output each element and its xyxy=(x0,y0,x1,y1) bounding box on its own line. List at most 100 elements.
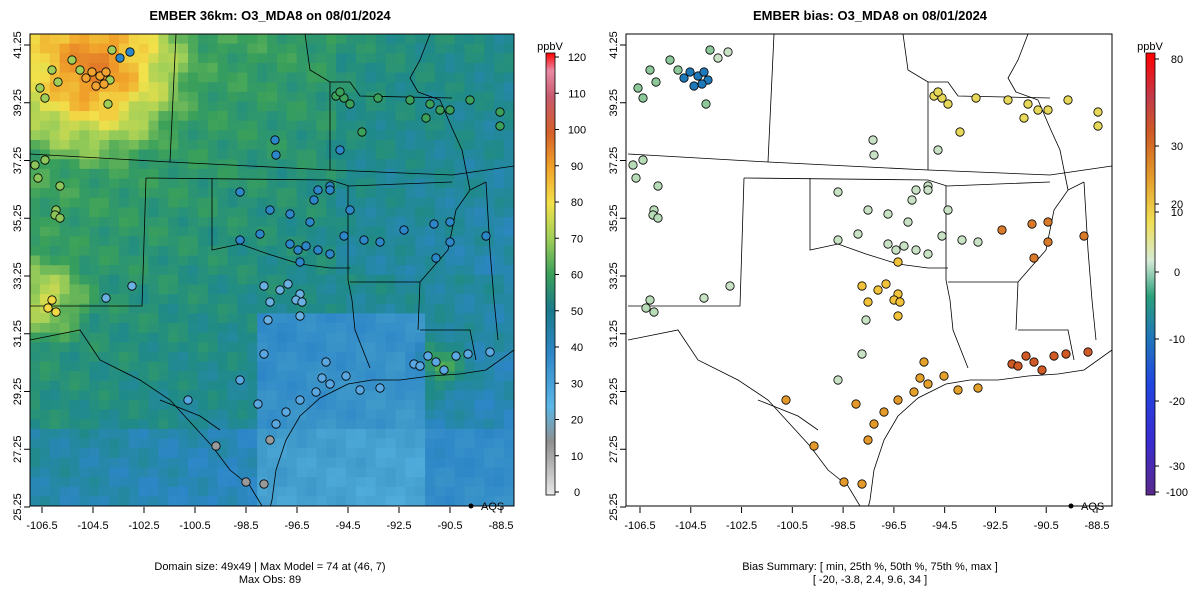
aqs-site-marker xyxy=(101,293,111,303)
y-tick-label: 27.25 xyxy=(608,435,620,463)
model-colorbar xyxy=(545,52,556,496)
aqs-site-marker xyxy=(701,99,711,109)
aqs-site-marker xyxy=(873,285,883,295)
aqs-site-marker xyxy=(415,361,425,371)
colorbar-tick-label: 30 xyxy=(1171,141,1183,153)
model-panel: EMBER 36km: O3_MDA8 on 08/01/2024 -106.5… xyxy=(12,8,586,586)
bias-panel: EMBER bias: O3_MDA8 on 08/01/2024 -106.5… xyxy=(608,8,1188,586)
aqs-site-marker xyxy=(723,47,733,57)
aqs-site-marker xyxy=(271,150,281,160)
aqs-site-marker xyxy=(923,185,933,195)
aqs-site-marker xyxy=(1029,253,1039,263)
aqs-site-marker xyxy=(857,281,867,291)
y-tick-label: 35.25 xyxy=(608,204,620,232)
aqs-site-marker xyxy=(1061,349,1071,359)
aqs-site-marker xyxy=(345,205,355,215)
aqs-site-marker xyxy=(1093,121,1103,131)
aqs-site-marker xyxy=(638,93,648,103)
colorbar-tick-label: -10 xyxy=(1169,334,1185,346)
colorbar-tick-label: 10 xyxy=(571,451,583,463)
aqs-site-marker xyxy=(911,245,921,255)
bias-colorbar-unit: ppbV xyxy=(1137,41,1163,53)
aqs-site-marker xyxy=(311,387,321,397)
aqs-site-marker xyxy=(431,253,441,263)
aqs-site-marker xyxy=(55,181,65,191)
aqs-site-marker xyxy=(253,399,263,409)
aqs-site-marker xyxy=(297,297,307,307)
aqs-site-marker xyxy=(1049,351,1059,361)
colorbar-tick-label: 80 xyxy=(1171,54,1183,66)
aqs-site-marker xyxy=(863,297,873,307)
x-tick-label: -102.5 xyxy=(726,520,757,532)
y-tick-label: 39.25 xyxy=(608,89,620,117)
aqs-site-marker xyxy=(781,395,791,405)
aqs-site-marker xyxy=(423,351,433,361)
bias-colorbar xyxy=(1145,52,1156,496)
aqs-site-marker xyxy=(451,351,461,361)
aqs-site-marker xyxy=(33,173,43,183)
x-tick-label: -106.5 xyxy=(624,520,655,532)
model-map-frame xyxy=(29,33,515,507)
aqs-site-marker xyxy=(997,225,1007,235)
colorbar-tick-label: 30 xyxy=(571,378,583,390)
colorbar-tick-label: 40 xyxy=(571,342,583,354)
aqs-site-marker xyxy=(833,375,843,385)
aqs-site-marker xyxy=(87,67,97,77)
aqs-site-marker xyxy=(679,73,689,83)
aqs-site-marker xyxy=(863,205,873,215)
aqs-site-marker xyxy=(75,65,85,75)
aqs-site-marker xyxy=(91,81,101,91)
aqs-site-marker xyxy=(869,150,879,160)
aqs-site-marker xyxy=(295,257,305,267)
aqs-site-marker xyxy=(235,187,245,197)
aqs-site-marker xyxy=(633,83,643,93)
aqs-site-marker xyxy=(653,213,663,223)
aqs-site-marker xyxy=(1093,107,1103,117)
colorbar-tick-label: 10 xyxy=(1171,207,1183,219)
y-tick-label: 25.25 xyxy=(608,493,620,521)
aqs-site-marker xyxy=(857,479,867,489)
x-tick-label: -94.5 xyxy=(335,520,360,532)
y-tick-label: 35.25 xyxy=(12,204,24,232)
aqs-site-marker xyxy=(345,99,355,109)
aqs-site-marker xyxy=(891,245,901,255)
aqs-site-marker xyxy=(909,387,919,397)
bias-title: EMBER bias: O3_MDA8 on 08/01/2024 xyxy=(753,8,988,23)
aqs-site-marker xyxy=(705,45,715,55)
aqs-site-marker xyxy=(435,105,445,115)
aqs-site-marker xyxy=(853,229,863,239)
aqs-site-marker xyxy=(399,225,409,235)
x-tick-label: -98.5 xyxy=(831,520,856,532)
x-tick-label: -88.5 xyxy=(1084,520,1109,532)
aqs-site-marker xyxy=(1023,99,1033,109)
aqs-site-marker xyxy=(301,241,311,251)
aqs-site-marker xyxy=(425,99,435,109)
aqs-site-marker xyxy=(339,231,349,241)
model-y-axis: 25.25 27.25 29.25 31.25 33.25 35.25 37.25 39.25… xyxy=(12,31,30,521)
aqs-site-marker xyxy=(67,55,77,65)
aqs-site-marker xyxy=(495,107,505,117)
aqs-site-marker xyxy=(939,371,949,381)
x-tick-label: -104.5 xyxy=(675,520,706,532)
aqs-site-marker xyxy=(325,185,335,195)
bias-footer-line1: Bias Summary: [ min, 25th %, 50th %, 75t… xyxy=(742,561,998,573)
aqs-site-marker xyxy=(1013,361,1023,371)
colorbar-tick-label: 120 xyxy=(568,52,586,64)
aqs-site-marker xyxy=(699,67,709,77)
aqs-site-marker xyxy=(628,160,638,170)
aqs-site-marker xyxy=(127,281,137,291)
y-tick-label: 29.25 xyxy=(12,378,24,406)
aqs-site-marker xyxy=(53,77,63,87)
aqs-legend-dot xyxy=(468,503,474,509)
aqs-site-marker xyxy=(295,395,305,405)
x-tick-label: -100.5 xyxy=(179,520,210,532)
aqs-site-marker xyxy=(55,213,65,223)
x-tick-label: -90.5 xyxy=(1034,520,1059,532)
aqs-site-marker xyxy=(933,87,943,97)
aqs-site-marker xyxy=(1083,347,1093,357)
aqs-site-marker xyxy=(357,127,367,137)
aqs-site-marker xyxy=(305,217,315,227)
aqs-legend-label: AQS xyxy=(1081,501,1104,513)
colorbar-tick-label: 100 xyxy=(568,125,586,137)
